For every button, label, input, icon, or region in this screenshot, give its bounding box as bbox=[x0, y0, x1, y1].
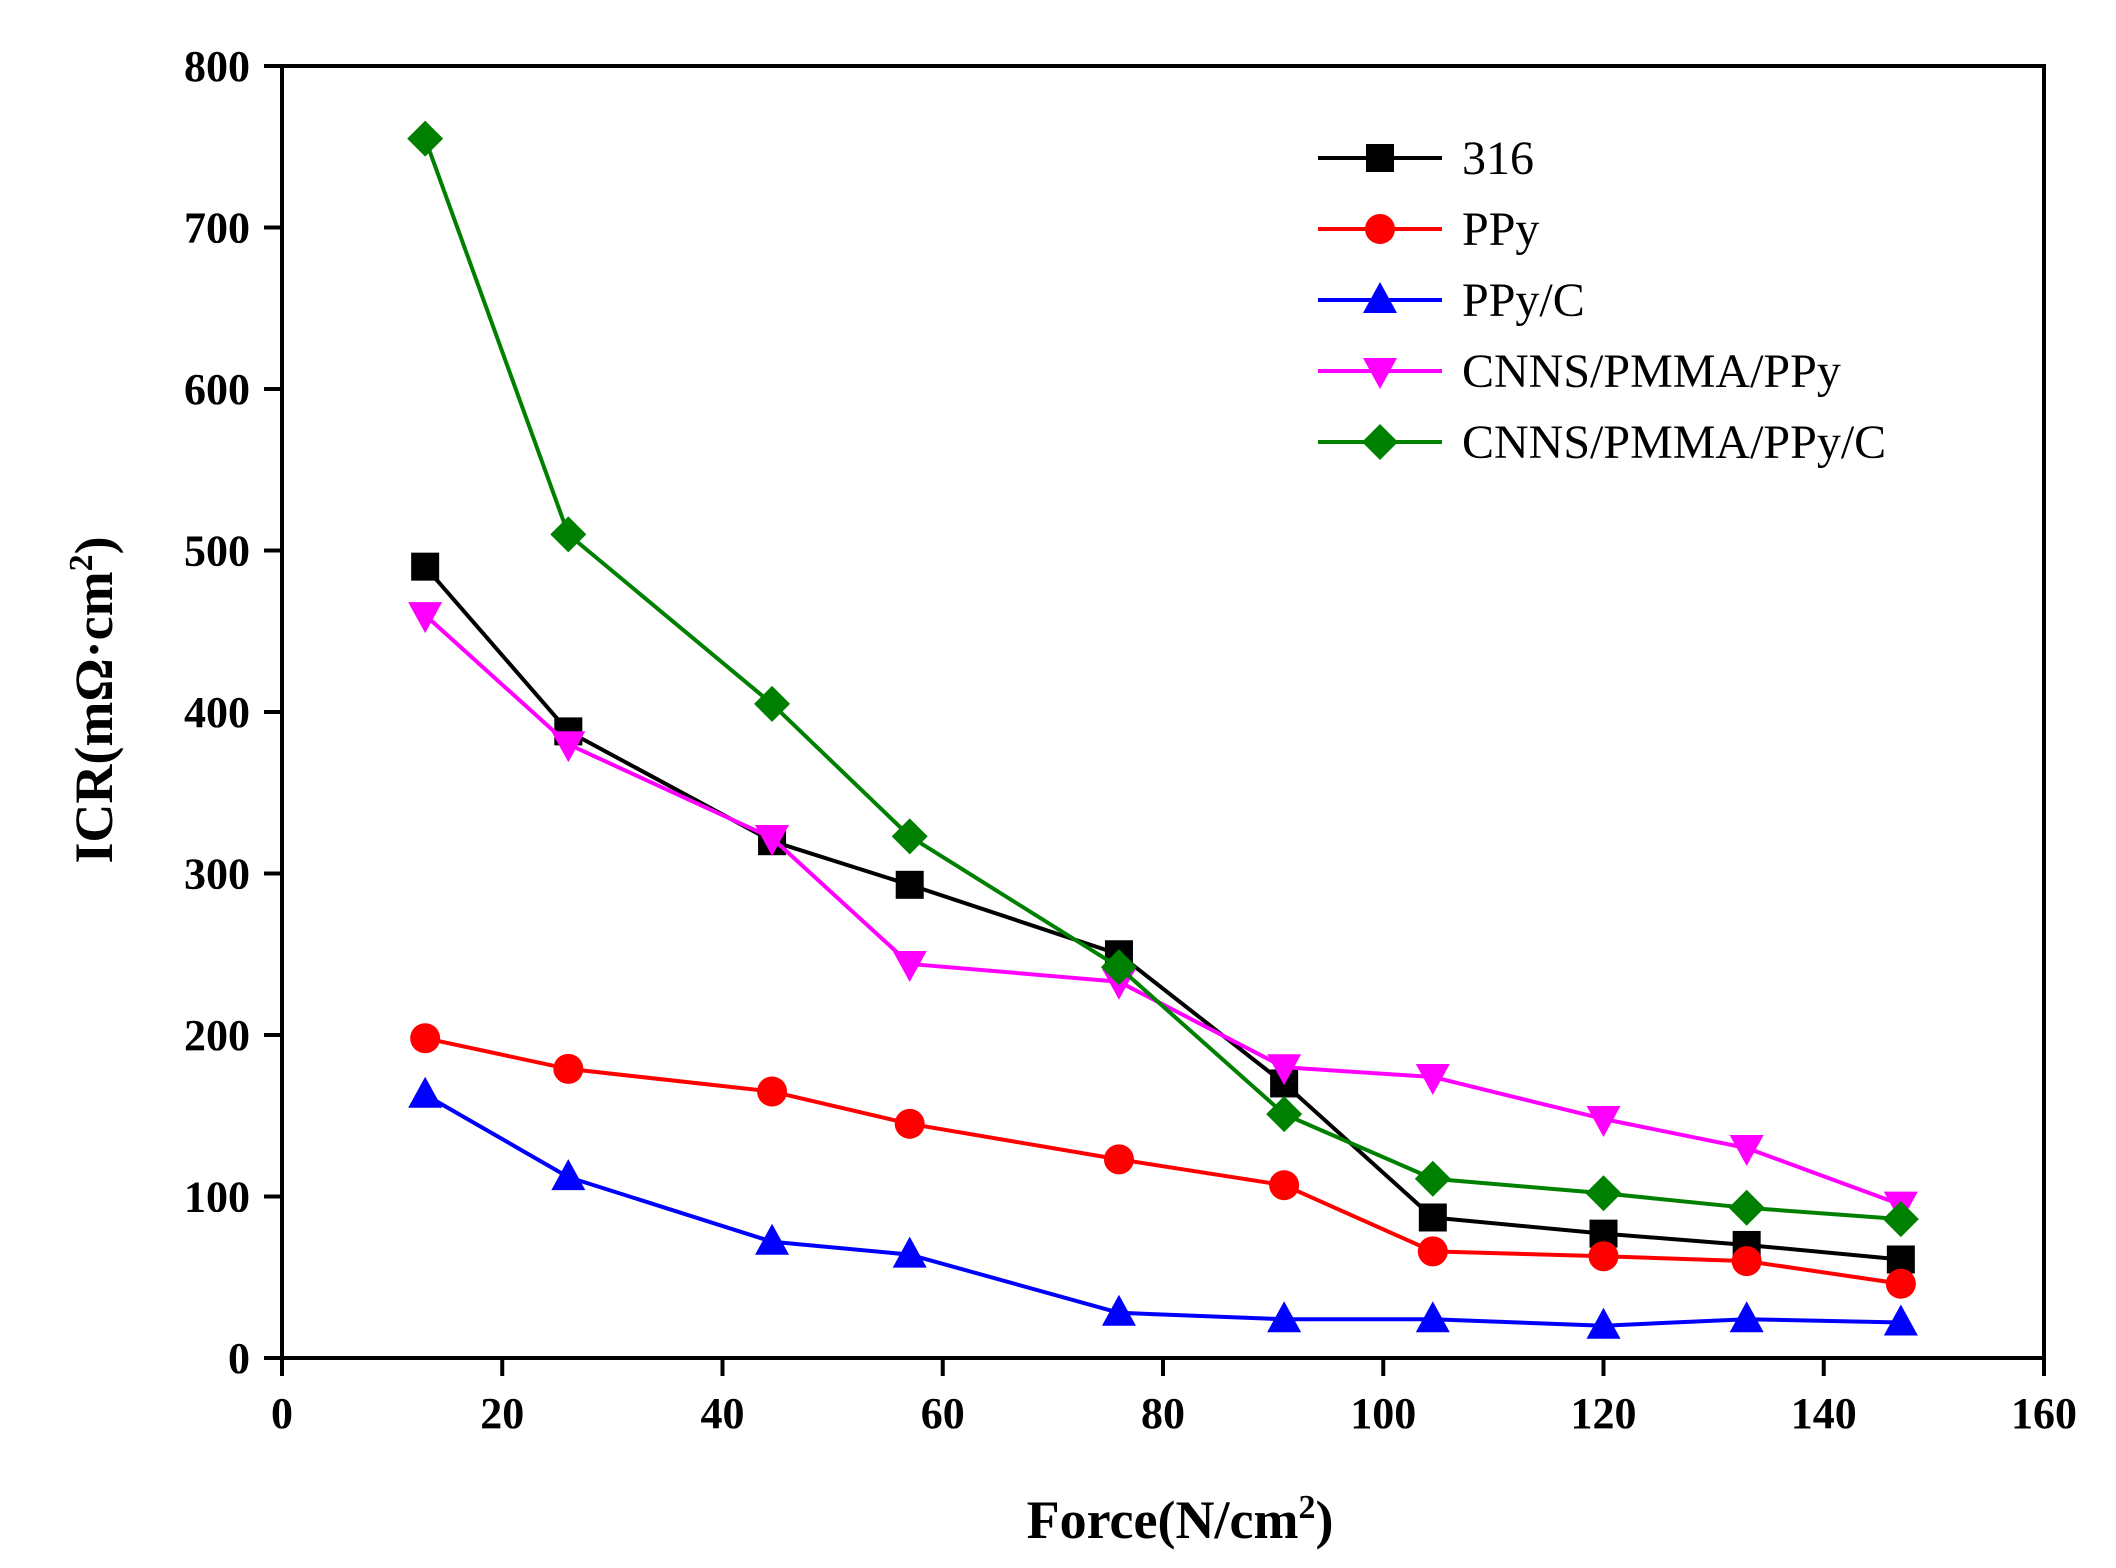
legend-label: 316 bbox=[1462, 132, 1534, 185]
series-2 bbox=[408, 1076, 1918, 1339]
legend-entry: CNNS/PMMA/PPy/C bbox=[1318, 416, 1886, 469]
legend-marker bbox=[1362, 424, 1398, 460]
data-point bbox=[1414, 1160, 1451, 1197]
x-tick-label: 60 bbox=[921, 1389, 965, 1438]
data-point bbox=[1417, 1236, 1448, 1267]
y-axis-title: ICR(mΩ·cm2) bbox=[63, 536, 124, 863]
series-4 bbox=[407, 120, 1919, 1238]
axes-group: 0 20 40 60 80 100 120 140 160 0 100 200 300 400 500 600… bbox=[184, 42, 2077, 1438]
legend-entry: CNNS/PMMA/PPy bbox=[1318, 345, 1841, 398]
data-point bbox=[553, 1053, 584, 1084]
data-point bbox=[755, 824, 790, 856]
x-axis-title: Force(N/cm2) bbox=[1027, 1489, 1334, 1550]
legend-entry: PPy bbox=[1318, 203, 1539, 256]
x-tick-label: 120 bbox=[1571, 1389, 1637, 1438]
legend-entry: 316 bbox=[1318, 132, 1534, 185]
data-point bbox=[1103, 1144, 1134, 1175]
data-point bbox=[892, 1236, 927, 1268]
data-point bbox=[1418, 1203, 1447, 1232]
data-point bbox=[550, 516, 587, 553]
data-point bbox=[410, 1023, 441, 1054]
data-point bbox=[754, 685, 791, 722]
data-point bbox=[892, 950, 927, 982]
legend-entry: PPy/C bbox=[1318, 274, 1585, 327]
data-point bbox=[1415, 1301, 1450, 1333]
data-point bbox=[408, 1076, 443, 1108]
data-point bbox=[1882, 1201, 1919, 1238]
series-0 bbox=[411, 552, 1915, 1274]
series-line bbox=[424, 1036, 1902, 1286]
legend-marker bbox=[1363, 282, 1397, 313]
data-point bbox=[1267, 1054, 1302, 1086]
data-point bbox=[1883, 1304, 1918, 1336]
data-point bbox=[1586, 1307, 1621, 1339]
data-point bbox=[1729, 1135, 1764, 1167]
y-tick-label: 600 bbox=[184, 365, 250, 414]
data-point bbox=[407, 120, 444, 157]
series-line bbox=[423, 137, 1901, 1222]
data-point bbox=[1728, 1189, 1765, 1226]
data-point bbox=[411, 552, 440, 581]
data-point bbox=[894, 1108, 925, 1139]
legend-label: CNNS/PMMA/PPy bbox=[1462, 345, 1841, 398]
legend-marker bbox=[1363, 358, 1397, 389]
y-tick-label: 700 bbox=[184, 204, 250, 253]
legend-marker bbox=[1366, 144, 1394, 172]
data-point bbox=[1101, 1294, 1136, 1326]
series-layer bbox=[407, 120, 1919, 1339]
data-point bbox=[755, 1223, 790, 1255]
x-tick-label: 40 bbox=[701, 1389, 745, 1438]
data-point bbox=[757, 1076, 788, 1107]
x-tick-label: 0 bbox=[271, 1389, 293, 1438]
x-tick-label: 80 bbox=[1141, 1389, 1185, 1438]
data-point bbox=[1729, 1301, 1764, 1333]
data-point bbox=[1585, 1175, 1622, 1212]
y-tick-label: 400 bbox=[184, 688, 250, 737]
data-point bbox=[1100, 949, 1137, 986]
legend-label: PPy/C bbox=[1462, 274, 1585, 327]
data-point bbox=[891, 818, 928, 855]
series-3 bbox=[408, 602, 1918, 1223]
x-tick-label: 100 bbox=[1350, 1389, 1416, 1438]
y-tick-label: 300 bbox=[184, 850, 250, 899]
y-tick-label: 500 bbox=[184, 527, 250, 576]
legend-marker bbox=[1365, 214, 1395, 244]
data-point bbox=[1267, 1301, 1302, 1333]
x-tick-label: 160 bbox=[2011, 1389, 2077, 1438]
x-tick-label: 20 bbox=[480, 1389, 524, 1438]
series-line bbox=[424, 1093, 1901, 1328]
data-point bbox=[1586, 1105, 1621, 1137]
data-point bbox=[1885, 1268, 1916, 1299]
data-point bbox=[1269, 1170, 1300, 1201]
series-line bbox=[423, 565, 1902, 1262]
data-point bbox=[1415, 1063, 1450, 1095]
data-point bbox=[1731, 1246, 1762, 1277]
y-tick-label: 0 bbox=[228, 1334, 250, 1383]
data-point bbox=[551, 731, 586, 763]
legend-label: CNNS/PMMA/PPy/C bbox=[1462, 416, 1886, 469]
series-1 bbox=[410, 1023, 1916, 1299]
legend-label: PPy bbox=[1462, 203, 1539, 256]
y-tick-label: 800 bbox=[184, 42, 250, 91]
y-tick-label: 200 bbox=[184, 1011, 250, 1060]
data-point bbox=[408, 602, 443, 634]
x-tick-label: 140 bbox=[1791, 1389, 1857, 1438]
series-line bbox=[423, 613, 1902, 1207]
y-tick-label: 100 bbox=[184, 1173, 250, 1222]
data-point bbox=[1588, 1241, 1619, 1272]
data-point bbox=[1266, 1096, 1303, 1133]
data-point bbox=[551, 1159, 586, 1191]
legend: 316 PPy PPy/C CNNS/PMMA/PPy CNNS/PMMA/PPy/C bbox=[1318, 132, 1886, 469]
data-point bbox=[895, 870, 924, 899]
